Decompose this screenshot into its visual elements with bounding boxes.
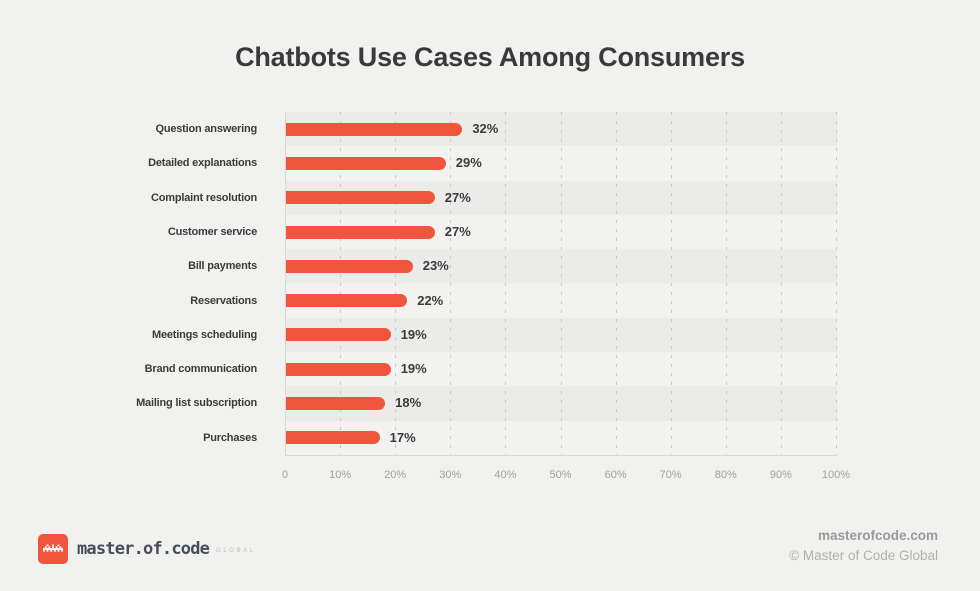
gridline xyxy=(726,112,727,455)
category-label: Bill payments xyxy=(188,260,257,273)
bar-value-label: 18% xyxy=(395,395,422,411)
master-of-code-logo xyxy=(38,534,68,564)
copyright-text: © Master of Code Global xyxy=(789,548,938,563)
gridline xyxy=(340,112,341,455)
bar-value-label: 32% xyxy=(472,121,499,136)
pixel-crown-logo-icon xyxy=(43,544,63,552)
bar-value-label: 23% xyxy=(422,258,449,274)
x-tick-label: 80% xyxy=(714,469,737,481)
x-tick-label: 100% xyxy=(821,469,851,481)
bar xyxy=(286,362,391,376)
bar xyxy=(286,156,446,170)
bar-value-label: 17% xyxy=(389,429,416,445)
category-label: Meetings scheduling xyxy=(152,328,257,341)
bar-value-label: 19% xyxy=(400,326,427,342)
logo-text: master.of.code xyxy=(77,539,210,559)
logo-wordmark: master.of.code GLOBAL xyxy=(77,534,256,564)
x-tick-label: 90% xyxy=(769,469,792,481)
category-label: Customer service xyxy=(167,225,257,238)
category-label: Mailing list subscription xyxy=(136,397,257,410)
x-tick-label: 30% xyxy=(439,469,462,481)
footer-credits: masterofcode.com © Master of Code Global xyxy=(789,528,938,563)
bar xyxy=(286,122,463,136)
category-label: Brand communication xyxy=(144,363,258,376)
bar xyxy=(286,259,413,273)
gridline xyxy=(671,112,672,455)
category-label: Purchases xyxy=(203,431,257,444)
category-label: Reservations xyxy=(190,294,257,307)
website-url: masterofcode.com xyxy=(817,528,938,543)
gridline xyxy=(450,112,451,455)
bar xyxy=(286,431,380,445)
gridline xyxy=(505,112,506,455)
x-tick-label: 0 xyxy=(281,469,289,481)
bar xyxy=(286,397,386,411)
x-tick-label: 50% xyxy=(549,469,572,481)
x-tick-label: 70% xyxy=(659,469,682,481)
x-tick-label: 60% xyxy=(604,469,627,481)
category-label: Detailed explanations xyxy=(148,157,257,170)
gridline xyxy=(616,112,617,455)
bar-value-label: 22% xyxy=(417,292,444,308)
bar-value-label: 29% xyxy=(455,155,482,171)
x-tick-label: 20% xyxy=(384,469,407,481)
gridline xyxy=(561,112,562,455)
bar-value-label: 27% xyxy=(444,223,471,239)
gridline xyxy=(781,112,782,455)
bar xyxy=(286,225,435,239)
bar-value-label: 27% xyxy=(444,189,471,205)
gridline xyxy=(836,112,837,455)
logo-suffix: GLOBAL xyxy=(216,547,256,554)
x-axis: 0 10% 20% 30% 40% 50% 60% 70% 80% 90% 100% xyxy=(281,469,850,485)
bar xyxy=(286,294,408,308)
category-label: Complaint resolution xyxy=(150,191,257,204)
y-axis-labels: Question answering Detailed explanations C… xyxy=(0,112,257,455)
category-label: Question answering xyxy=(155,123,257,135)
chart-title: Chatbots Use Cases Among Consumers xyxy=(235,42,745,72)
bar-value-label: 19% xyxy=(400,361,427,377)
bar xyxy=(286,328,391,342)
x-tick-label: 10% xyxy=(329,469,352,481)
plot-area: 32% 29% 27% 27% 23% 22% 19% 19% 18% 17% xyxy=(285,112,837,456)
x-tick-label: 40% xyxy=(494,469,517,481)
gridline xyxy=(395,112,396,455)
bar xyxy=(286,191,435,205)
